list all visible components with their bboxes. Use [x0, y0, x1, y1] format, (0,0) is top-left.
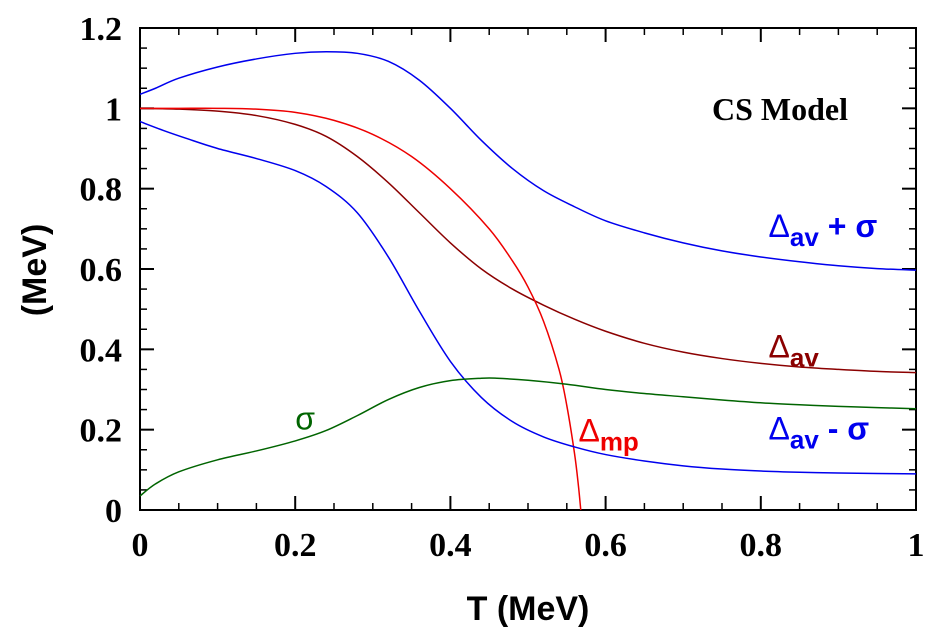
series-label-tail: + σ: [819, 208, 877, 244]
series-line-delta-minus-mp: [140, 107, 582, 511]
y-tick-label: 0.8: [80, 172, 123, 209]
x-tick-label: 0.6: [584, 527, 627, 564]
series-label-main: Δ: [769, 411, 790, 447]
series-label-delta-minus-av-minus-plus-minus-sigma: Δav + σ: [769, 208, 878, 252]
y-tick-label: 0.2: [80, 413, 123, 450]
series-label-main: Δ: [769, 208, 790, 244]
series-label-subscript: av: [790, 425, 819, 455]
series-label-tail: - σ: [819, 411, 869, 447]
x-tick-label: 0.2: [274, 527, 317, 564]
y-tick-label: 1.2: [80, 11, 123, 48]
series-label-main: Δ: [578, 413, 599, 449]
y-tick-label: 1: [105, 91, 122, 128]
y-axis-title: (MeV): [16, 224, 54, 317]
series-label-subscript: av: [790, 342, 819, 372]
series-line-sigma: [139, 377, 917, 497]
y-tick-label: 0.6: [80, 252, 123, 289]
series-label-main: σ: [295, 401, 315, 437]
series-line-delta-minus-av-minus-plus-minus-sigma: [139, 50, 917, 271]
x-axis-title: T (MeV): [467, 590, 590, 628]
series-lines: [139, 50, 917, 511]
y-tick-label: 0: [105, 493, 122, 530]
series-label-delta-minus-mp: Δmp: [578, 413, 638, 457]
series-line-delta-minus-av-minus-sigma: [139, 120, 917, 475]
series-label-delta-minus-av: Δav: [769, 328, 820, 372]
x-tick-label: 0.4: [429, 527, 472, 564]
x-tick-labels: 0 0.2 0.4 0.6 0.8 1: [132, 527, 925, 564]
x-tick-label: 1: [908, 527, 925, 564]
series-label-main: Δ: [769, 328, 790, 364]
axis-ticks: [139, 27, 917, 511]
x-tick-label: 0: [132, 527, 149, 564]
series-label-subscript: av: [790, 222, 819, 252]
x-tick-label: 0.8: [740, 527, 783, 564]
y-tick-labels: 0 0.2 0.4 0.6 0.8 1 1.2: [80, 11, 123, 530]
series-label-sigma: σ: [295, 401, 315, 437]
series-label-delta-minus-av-minus-sigma: Δav - σ: [769, 411, 870, 455]
series-line-delta-minus-av: [139, 107, 917, 374]
y-tick-label: 0.4: [80, 332, 123, 369]
model-annotation: CS Model: [712, 91, 848, 127]
series-label-subscript: mp: [600, 427, 639, 457]
